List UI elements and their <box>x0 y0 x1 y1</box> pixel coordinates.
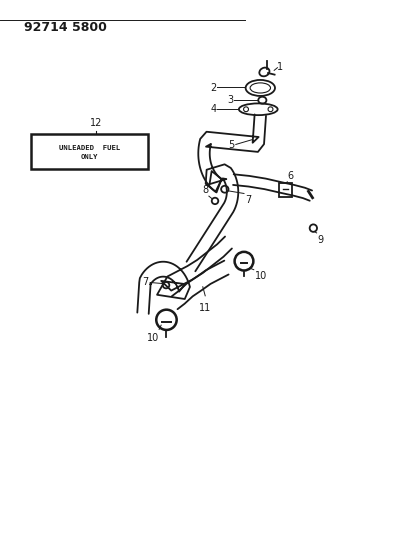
Text: ONLY: ONLY <box>81 154 98 160</box>
Text: UNLEADED  FUEL: UNLEADED FUEL <box>59 144 120 151</box>
Text: 7: 7 <box>143 278 149 287</box>
Text: 3: 3 <box>227 95 233 105</box>
Text: 92714 5800: 92714 5800 <box>24 21 107 34</box>
Text: 10: 10 <box>255 271 267 281</box>
Text: 9: 9 <box>317 235 324 245</box>
Text: 1: 1 <box>277 62 284 71</box>
FancyBboxPatch shape <box>31 134 148 169</box>
Text: 8: 8 <box>202 184 208 195</box>
Text: 6: 6 <box>288 171 294 181</box>
Text: 4: 4 <box>210 104 216 114</box>
Text: 2: 2 <box>210 83 216 93</box>
Text: 10: 10 <box>147 333 159 343</box>
Text: 5: 5 <box>228 140 235 150</box>
Text: 7: 7 <box>245 195 251 205</box>
Text: 11: 11 <box>199 303 211 313</box>
Text: 12: 12 <box>90 118 102 128</box>
